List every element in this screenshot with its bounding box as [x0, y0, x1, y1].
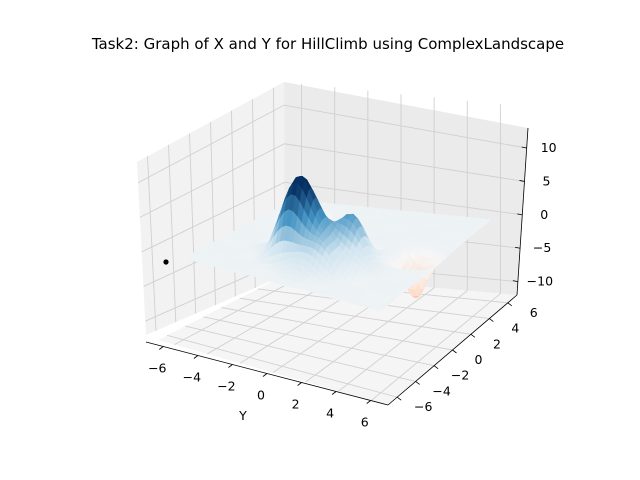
y-tick-label: 2 [292, 397, 300, 412]
grid-line-x-left [168, 144, 177, 323]
y-tick-mark [159, 346, 164, 350]
z-tick-label: 10 [541, 140, 557, 155]
x-tick-label: −6 [414, 399, 432, 414]
x-tick-label: −4 [432, 383, 450, 398]
x-tick-mark [396, 396, 402, 401]
y-tick-mark [331, 391, 337, 395]
z-tick-label: 5 [543, 173, 551, 188]
y-tick-mark [228, 364, 233, 368]
y-tick-label: 0 [257, 388, 265, 403]
z-tick-mark [519, 180, 525, 182]
x-tick-label: −2 [451, 368, 469, 383]
grid-line-x [166, 334, 398, 398]
grid-line-x-left [147, 156, 157, 331]
grid-line-x [221, 307, 453, 351]
x-tick-mark [489, 318, 494, 322]
z-axis-line [516, 127, 529, 296]
y-tick-mark [366, 400, 371, 404]
x-tick-mark [507, 302, 513, 307]
z-tick-label: −10 [527, 274, 553, 289]
z-tick-label: −5 [533, 240, 551, 255]
z-tick-mark [521, 146, 527, 149]
z-tick-mark [512, 280, 518, 283]
x-tick-label: 0 [475, 352, 483, 367]
grid-line-x [185, 325, 416, 382]
grid-line-z [141, 181, 523, 253]
surface-plot [182, 175, 492, 312]
x-tick-label: 6 [530, 305, 538, 320]
grid-line-x [203, 316, 435, 367]
y-axis-label: Y [238, 408, 247, 423]
y-tick-label: −6 [148, 361, 166, 376]
x-tick-mark [433, 365, 439, 370]
grid-line-x [239, 297, 471, 335]
y-tick-label: 4 [326, 406, 334, 421]
y-tick-label: −4 [183, 370, 201, 385]
chart-title: Task2: Graph of X and Y for HillClimb us… [91, 35, 564, 53]
z-tick-mark [517, 213, 523, 216]
x-tick-mark [415, 381, 420, 385]
marker-points [163, 259, 169, 265]
grid-line-x-left [189, 133, 197, 314]
y-tick-label: 6 [361, 415, 369, 430]
x-tick-mark [470, 333, 476, 338]
y-tick-mark [262, 373, 268, 377]
z-tick-label: 0 [540, 207, 548, 222]
grid-line-x-left [210, 121, 216, 306]
hill-climb-point [163, 259, 169, 265]
grid-line-z [139, 143, 525, 218]
y-tick-mark [193, 355, 199, 359]
z-tick-mark [515, 246, 521, 249]
floor-pane [158, 275, 517, 405]
x-tick-label: 2 [493, 336, 501, 351]
x-tick-label: 4 [511, 321, 519, 336]
y-tick-label: −2 [217, 379, 235, 394]
x-tick-mark [452, 349, 457, 354]
grid-line-z [137, 104, 527, 184]
surface-facet [376, 307, 384, 312]
y-tick-mark [297, 382, 302, 386]
